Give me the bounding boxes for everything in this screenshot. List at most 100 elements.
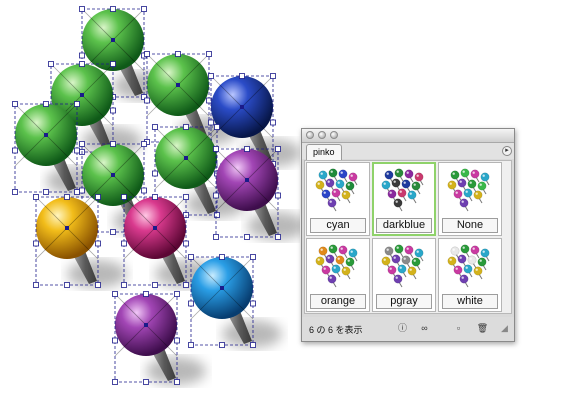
mini-pin-highlight xyxy=(347,183,350,186)
pin-magenta[interactable] xyxy=(121,194,189,288)
mini-pin xyxy=(384,246,394,256)
pin-purple-2[interactable] xyxy=(112,291,180,385)
mini-pin-highlight xyxy=(350,174,353,177)
mini-pin-highlight xyxy=(330,170,333,173)
mini-pin xyxy=(459,198,469,208)
selection-handle xyxy=(79,141,85,147)
selection-handle xyxy=(275,192,281,199)
mini-pin-highlight xyxy=(350,250,353,253)
pin-yellow[interactable] xyxy=(33,194,101,288)
info-button[interactable]: ⓘ xyxy=(396,322,409,335)
selection-handle xyxy=(183,194,189,200)
mini-pin xyxy=(447,180,457,190)
swatch-thumbnail xyxy=(309,165,367,215)
resize-grip-icon[interactable]: ◢ xyxy=(501,323,508,333)
mini-pin-highlight xyxy=(399,266,402,269)
mini-pin xyxy=(391,178,401,188)
triangle-right-icon: ▸ xyxy=(505,147,509,154)
pin-purple-1[interactable] xyxy=(213,146,281,240)
swatch-darkblue[interactable]: darkblue xyxy=(372,162,436,236)
swatch-none[interactable]: None xyxy=(438,162,502,236)
selection-handle xyxy=(43,101,49,107)
selection-handle xyxy=(112,291,118,297)
tab-pinko[interactable]: pinko xyxy=(306,144,342,160)
artboard-canvas[interactable] xyxy=(0,0,300,420)
pin-green-2[interactable] xyxy=(48,61,116,155)
selection-handle xyxy=(143,379,149,385)
swatch-white[interactable]: white xyxy=(438,238,502,312)
mini-pin xyxy=(393,274,403,284)
pin-darkblue[interactable] xyxy=(208,73,276,167)
selection-handle xyxy=(12,147,18,154)
selection-handle xyxy=(79,187,85,194)
mini-pin-highlight xyxy=(337,257,340,260)
swatch-palette: pinko ▸ cyan darkblue None orange pgray … xyxy=(301,128,515,342)
mini-pin xyxy=(457,254,467,264)
selection-handle xyxy=(244,234,250,240)
selection-handle xyxy=(33,240,39,247)
mini-pin-highlight xyxy=(406,247,409,250)
selection-handle xyxy=(244,146,250,152)
mini-pin xyxy=(453,265,463,275)
selection-handle xyxy=(213,192,219,199)
close-window-icon[interactable] xyxy=(306,131,314,139)
mini-pin xyxy=(327,274,337,284)
pin-cyan[interactable] xyxy=(188,254,256,348)
mini-pin xyxy=(327,198,337,208)
mini-pin-highlight xyxy=(323,267,326,270)
selection-handle xyxy=(208,119,214,126)
selection-handle xyxy=(239,73,245,79)
mini-pin xyxy=(348,248,358,258)
selection-handle xyxy=(64,282,70,288)
minimize-window-icon[interactable] xyxy=(318,131,326,139)
palette-menu-button[interactable]: ▸ xyxy=(502,146,512,156)
swatch-label: cyan xyxy=(310,218,366,233)
mini-pin xyxy=(387,265,397,275)
zoom-window-icon[interactable] xyxy=(330,131,338,139)
pin-needle xyxy=(73,251,97,284)
selection-handle xyxy=(275,234,281,240)
selection-handle xyxy=(95,240,101,247)
swatch-pgray[interactable]: pgray xyxy=(372,238,436,312)
pin-green-1[interactable] xyxy=(79,6,147,100)
mini-pin-highlight xyxy=(395,200,398,203)
selection-handle xyxy=(214,124,220,130)
selection-handle xyxy=(12,101,18,107)
selection-handle xyxy=(250,254,256,260)
mini-pin-highlight xyxy=(399,190,402,193)
selection-handle xyxy=(152,194,158,200)
mini-pin xyxy=(404,169,414,179)
selection-handle xyxy=(219,254,225,260)
mini-pin-highlight xyxy=(340,171,343,174)
pin-needle xyxy=(52,158,76,191)
selection-handle xyxy=(121,194,127,200)
mini-pin-highlight xyxy=(409,192,412,195)
selection-handle xyxy=(79,61,85,67)
mini-pin xyxy=(453,189,463,199)
swatch-cyan[interactable]: cyan xyxy=(306,162,370,236)
selection-handle xyxy=(12,189,18,195)
mini-pin xyxy=(331,188,341,198)
mini-pin xyxy=(414,248,424,258)
mini-pin-highlight xyxy=(482,174,485,177)
mini-pin-highlight xyxy=(383,182,386,185)
mini-pin xyxy=(411,257,421,267)
mini-pin xyxy=(450,170,460,180)
mini-pin-highlight xyxy=(343,268,346,271)
pin-green-4[interactable] xyxy=(12,101,80,195)
mini-pin xyxy=(457,178,467,188)
palette-titlebar[interactable] xyxy=(302,129,514,143)
mini-pin xyxy=(345,257,355,267)
swatch-orange[interactable]: orange xyxy=(306,238,370,312)
delete-button[interactable]: 🗑 xyxy=(476,322,489,335)
selection-handle xyxy=(79,6,85,12)
pin-needle xyxy=(152,348,176,381)
selection-handle xyxy=(95,194,101,200)
mini-pin xyxy=(473,190,483,200)
mini-pin-highlight xyxy=(449,182,452,185)
new-swatch-button[interactable]: ▫ xyxy=(452,322,465,335)
swatch-thumbnail xyxy=(375,165,433,215)
mini-pin xyxy=(391,254,401,264)
selection-handle xyxy=(174,337,180,344)
find-button[interactable]: ∞ xyxy=(418,322,431,335)
